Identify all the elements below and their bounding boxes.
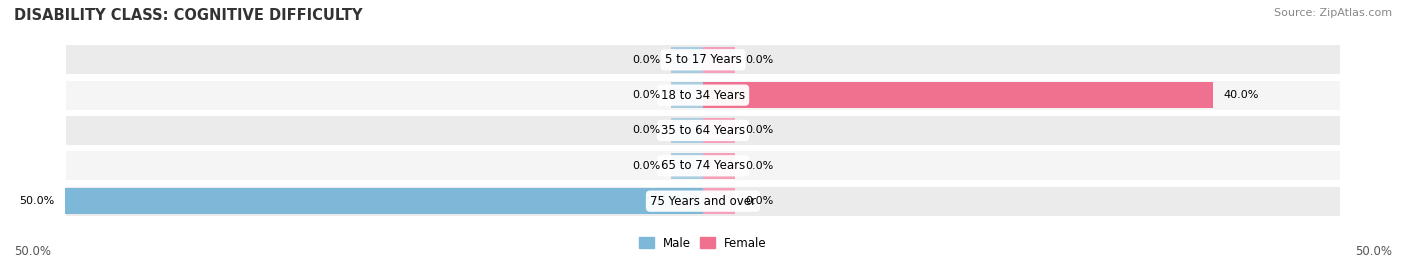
Text: 0.0%: 0.0% [745,125,773,136]
Text: 65 to 74 Years: 65 to 74 Years [661,159,745,172]
Bar [671,82,703,108]
Text: 50.0%: 50.0% [20,196,55,206]
Bar [703,82,1213,108]
Bar [671,153,703,179]
Bar [65,80,1341,111]
Text: DISABILITY CLASS: COGNITIVE DIFFICULTY: DISABILITY CLASS: COGNITIVE DIFFICULTY [14,8,363,23]
Bar [703,188,735,214]
Text: 0.0%: 0.0% [745,55,773,65]
Text: 0.0%: 0.0% [633,90,661,100]
Text: 0.0%: 0.0% [745,196,773,206]
Text: 50.0%: 50.0% [14,245,51,258]
Text: 0.0%: 0.0% [745,161,773,171]
Text: 40.0%: 40.0% [1223,90,1258,100]
Text: 0.0%: 0.0% [633,161,661,171]
Bar [671,118,703,143]
Text: 18 to 34 Years: 18 to 34 Years [661,89,745,102]
Text: 35 to 64 Years: 35 to 64 Years [661,124,745,137]
Text: 50.0%: 50.0% [1355,245,1392,258]
Text: 0.0%: 0.0% [633,125,661,136]
Bar [703,153,735,179]
Text: Source: ZipAtlas.com: Source: ZipAtlas.com [1274,8,1392,18]
Bar [65,186,1341,217]
Bar [65,188,703,214]
Legend: Male, Female: Male, Female [634,232,772,254]
Text: 0.0%: 0.0% [633,55,661,65]
Text: 75 Years and over: 75 Years and over [650,195,756,208]
Bar [703,118,735,143]
Bar [65,44,1341,75]
Text: 5 to 17 Years: 5 to 17 Years [665,53,741,66]
Bar [671,47,703,73]
Bar [65,115,1341,146]
Bar [65,150,1341,181]
Bar [703,47,735,73]
